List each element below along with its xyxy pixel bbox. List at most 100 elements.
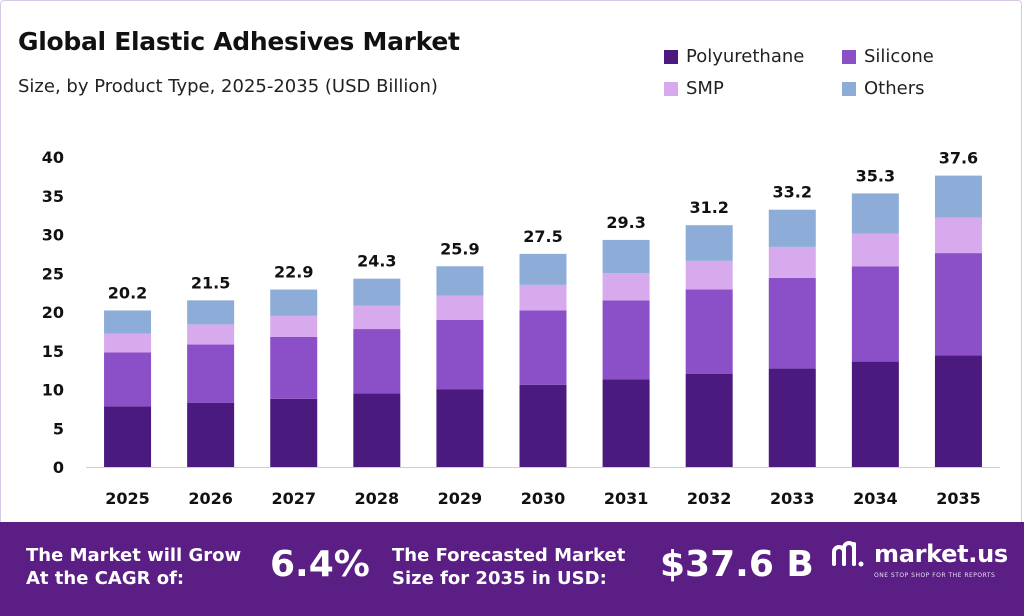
legend-swatch (842, 49, 856, 64)
bar-segment-polyurethane (851, 361, 899, 467)
bar-segment-others (353, 278, 401, 306)
bar-total-label: 20.2 (108, 283, 147, 302)
legend-item-silicone: Silicone (842, 46, 934, 67)
x-tick-label: 2028 (355, 489, 400, 508)
bar-segment-others (436, 266, 484, 296)
x-tick-label: 2030 (521, 489, 566, 508)
bar-segment-polyurethane (436, 389, 484, 467)
bar-segment-polyurethane (353, 393, 401, 467)
bar-segment-smp (768, 246, 816, 278)
brand-tagline: ONE STOP SHOP FOR THE REPORTS (874, 572, 996, 579)
y-tick-label: 40 (42, 148, 64, 167)
brand: market.us ONE STOP SHOP FOR THE REPORTS (830, 538, 1008, 579)
bar-segment-polyurethane (934, 355, 982, 467)
x-tick-label: 2027 (271, 489, 316, 508)
chart-subtitle: Size, by Product Type, 2025-2035 (USD Bi… (18, 76, 438, 97)
bar-segment-smp (436, 295, 484, 320)
bar-segment-others (768, 209, 816, 247)
bar-total-label: 35.3 (856, 166, 895, 185)
cagr-value: 6.4% (270, 544, 370, 585)
bar-total-label: 25.9 (440, 239, 479, 258)
x-tick-label: 2033 (770, 489, 815, 508)
bar-total-label: 21.5 (191, 273, 230, 292)
bar-total-label: 37.6 (939, 149, 978, 168)
bar-segment-silicone (104, 352, 152, 407)
bar-segment-silicone (436, 319, 484, 390)
bar-segment-others (602, 239, 650, 274)
legend-item-smp: SMP (664, 78, 724, 99)
bar-segment-silicone (685, 289, 733, 374)
bar-segment-smp (187, 324, 235, 345)
bar-segment-polyurethane (519, 384, 567, 467)
legend-swatch (664, 49, 678, 64)
y-tick-label: 15 (42, 342, 64, 361)
bar-segment-silicone (934, 253, 982, 356)
legend-swatch (842, 81, 856, 96)
market-us-logo-icon (832, 541, 864, 567)
cagr-label-line1: The Market will Grow (26, 545, 242, 566)
legend-swatch (664, 81, 678, 96)
bar-segment-silicone (602, 300, 650, 380)
stacked-bar-chart: 051015202530354020.2202521.5202622.92027… (42, 148, 1000, 508)
bar-segment-others (104, 310, 152, 334)
bar-segment-others (187, 300, 235, 325)
y-tick-label: 0 (53, 458, 64, 477)
y-tick-label: 10 (42, 381, 64, 400)
forecast-value: $37.6 B (660, 544, 814, 585)
bar-segment-smp (685, 260, 733, 290)
bar-segment-smp (602, 273, 650, 301)
x-tick-label: 2034 (853, 489, 898, 508)
bar-segment-polyurethane (104, 406, 152, 467)
x-tick-label: 2032 (687, 489, 732, 508)
bar-segment-polyurethane (270, 398, 318, 467)
bar-total-label: 31.2 (689, 198, 728, 217)
footer-banner: The Market will Grow At the CAGR of: 6.4… (0, 522, 1024, 616)
x-tick-label: 2025 (105, 489, 150, 508)
bar-segment-smp (353, 305, 401, 330)
brand-name: market.us (874, 540, 1008, 568)
bar-segment-smp (104, 333, 152, 353)
bar-segment-smp (519, 284, 567, 311)
bar-total-label: 27.5 (523, 227, 562, 246)
bar-segment-polyurethane (685, 374, 733, 467)
y-tick-label: 30 (42, 226, 64, 245)
legend-item-others: Others (842, 78, 925, 99)
y-tick-label: 20 (42, 303, 64, 322)
x-tick-label: 2035 (936, 489, 981, 508)
bar-total-label: 29.3 (606, 213, 645, 232)
y-tick-label: 25 (42, 264, 64, 283)
forecast-label-line1: The Forecasted Market (392, 545, 626, 566)
cagr-label-line2: At the CAGR of: (26, 568, 185, 589)
chart-title: Global Elastic Adhesives Market (18, 27, 460, 56)
y-tick-label: 35 (42, 187, 64, 206)
bar-segment-others (270, 289, 318, 316)
bar-segment-silicone (519, 310, 567, 385)
bar-total-label: 33.2 (773, 183, 812, 202)
bar-segment-silicone (270, 336, 318, 399)
bar-segment-others (934, 175, 982, 218)
bar-segment-polyurethane (768, 368, 816, 467)
bar-segment-others (851, 193, 899, 234)
cagr-label: The Market will Grow At the CAGR of: (26, 544, 241, 590)
x-tick-label: 2031 (604, 489, 649, 508)
x-tick-label: 2029 (438, 489, 483, 508)
bar-segment-silicone (768, 277, 816, 369)
legend-label: Silicone (864, 46, 934, 67)
legend-label: SMP (686, 78, 724, 99)
bar-total-label: 24.3 (357, 252, 396, 271)
legend-label: Others (864, 78, 925, 99)
bar-segment-smp (851, 233, 899, 267)
bar-segment-others (519, 253, 567, 285)
legend-label: Polyurethane (686, 46, 805, 67)
bar-segment-silicone (187, 344, 235, 403)
bar-segment-smp (934, 217, 982, 254)
bar-segment-silicone (851, 266, 899, 362)
forecast-label: The Forecasted Market Size for 2035 in U… (392, 544, 625, 590)
y-tick-label: 5 (53, 419, 64, 438)
bar-segment-others (685, 225, 733, 261)
legend-item-polyurethane: Polyurethane (664, 46, 804, 67)
forecast-label-line2: Size for 2035 in USD: (392, 568, 607, 589)
x-tick-label: 2026 (188, 489, 233, 508)
bar-segment-polyurethane (602, 379, 650, 467)
bar-segment-smp (270, 315, 318, 337)
